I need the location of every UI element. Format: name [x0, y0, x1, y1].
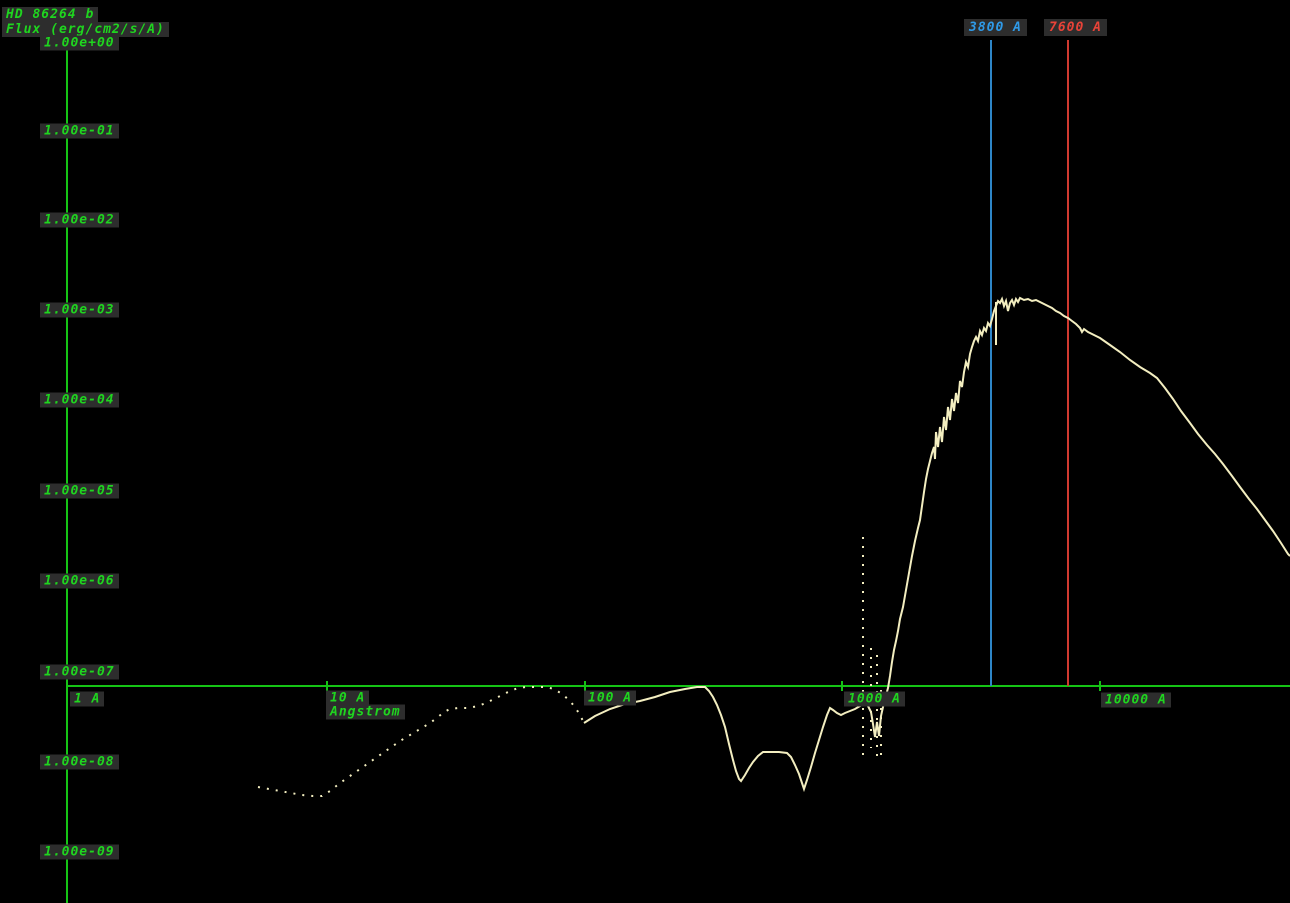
x-axis-label-100-A: 100 A	[584, 690, 637, 706]
x-axis-label-10000-A: 10000 A	[1101, 692, 1171, 708]
x-axis-label-1000-A: 1000 A	[844, 691, 905, 707]
x-axis-label-10-A: 10 A	[326, 690, 370, 706]
spectrum-soft-xray-dotted	[257, 686, 585, 797]
y-axis-label-1.00e-02: 1.00e-02	[40, 212, 119, 228]
y-axis-label-1.00e-07: 1.00e-07	[40, 664, 119, 680]
flux-units-label: Flux (erg/cm2/s/A)	[2, 22, 169, 37]
x-axis-label-1-A: 1 A	[70, 691, 105, 707]
y-axis-label-1.00e-09: 1.00e-09	[40, 844, 119, 860]
y-axis-label-1.00e-03: 1.00e-03	[40, 302, 119, 318]
y-axis-label-1.00e-08: 1.00e-08	[40, 754, 119, 770]
marker-label-7600: 7600 A	[1044, 19, 1107, 36]
spectrum-main-solid	[583, 296, 1290, 793]
page-title: HD 86264 b	[2, 7, 99, 22]
y-axis-label-1.00e+00: 1.00e+00	[40, 35, 119, 51]
y-axis-label-1.00e-01: 1.00e-01	[40, 123, 119, 139]
y-axis-label-1.00e-05: 1.00e-05	[40, 483, 119, 499]
x-axis-label-Angstrom: Angstrom	[326, 704, 405, 720]
y-axis-label-1.00e-06: 1.00e-06	[40, 573, 119, 589]
marker-label-3800: 3800 A	[964, 19, 1027, 36]
y-axis-label-1.00e-04: 1.00e-04	[40, 392, 119, 408]
